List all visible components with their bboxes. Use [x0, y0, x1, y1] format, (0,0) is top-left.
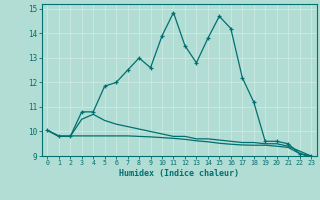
- X-axis label: Humidex (Indice chaleur): Humidex (Indice chaleur): [119, 169, 239, 178]
